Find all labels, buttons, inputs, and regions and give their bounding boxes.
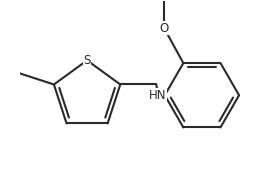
Text: O: O <box>160 22 169 35</box>
Text: HN: HN <box>149 89 167 102</box>
Text: S: S <box>83 54 91 67</box>
